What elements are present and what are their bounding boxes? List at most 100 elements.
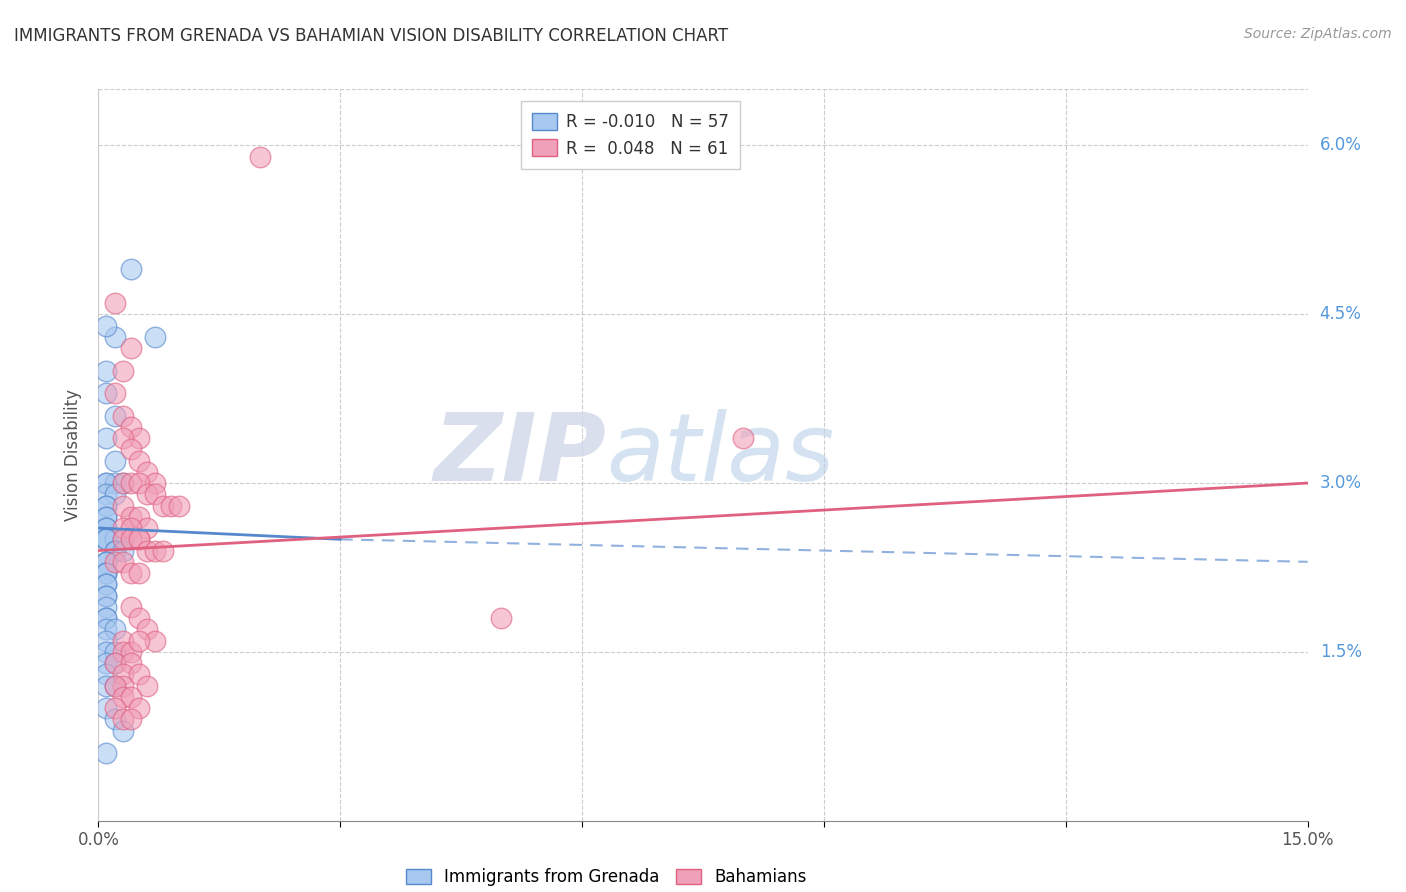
Point <box>120 521 142 535</box>
Point <box>111 645 134 659</box>
Point <box>111 543 134 558</box>
Point <box>167 499 190 513</box>
Point <box>111 690 134 704</box>
Point <box>135 679 157 693</box>
Point <box>120 599 142 614</box>
Point <box>120 442 142 457</box>
Point <box>111 363 134 377</box>
Point <box>96 533 118 547</box>
Point <box>103 330 125 344</box>
Point <box>135 487 157 501</box>
Point <box>103 453 125 467</box>
Point <box>120 341 142 355</box>
Point <box>96 533 118 547</box>
Point <box>96 533 118 547</box>
Point <box>120 262 142 277</box>
Point <box>103 487 125 501</box>
Point <box>128 533 150 547</box>
Point <box>96 521 118 535</box>
Point <box>111 555 134 569</box>
Point <box>111 723 134 738</box>
Point <box>111 476 134 491</box>
Point <box>143 476 166 491</box>
Point <box>152 543 174 558</box>
Point <box>96 623 118 637</box>
Point <box>96 509 118 524</box>
Point <box>111 499 134 513</box>
Text: 1.5%: 1.5% <box>1320 643 1361 661</box>
Point <box>96 589 118 603</box>
Point <box>96 589 118 603</box>
Point <box>96 318 118 333</box>
Point <box>128 611 150 625</box>
Point <box>111 409 134 423</box>
Point <box>111 533 134 547</box>
Point <box>96 701 118 715</box>
Point <box>96 633 118 648</box>
Point <box>103 679 125 693</box>
Point <box>160 499 183 513</box>
Point <box>96 476 118 491</box>
Point <box>103 656 125 670</box>
Point <box>128 453 150 467</box>
Point <box>103 656 125 670</box>
Point <box>111 476 134 491</box>
Point <box>111 667 134 681</box>
Point <box>96 555 118 569</box>
Point <box>135 543 157 558</box>
Point <box>103 712 125 726</box>
Y-axis label: Vision Disability: Vision Disability <box>65 389 83 521</box>
Point <box>135 465 157 479</box>
Point <box>135 521 157 535</box>
Point <box>96 499 118 513</box>
Point <box>143 543 166 558</box>
Point <box>128 533 150 547</box>
Point <box>103 476 125 491</box>
Point <box>111 633 134 648</box>
Point <box>120 419 142 434</box>
Point <box>96 521 118 535</box>
Point <box>96 611 118 625</box>
Point <box>491 611 513 625</box>
Point <box>733 431 755 445</box>
Point <box>120 476 142 491</box>
Point <box>103 409 125 423</box>
Point <box>96 667 118 681</box>
Point <box>135 623 157 637</box>
Point <box>120 656 142 670</box>
Point <box>128 566 150 580</box>
Text: Source: ZipAtlas.com: Source: ZipAtlas.com <box>1244 27 1392 41</box>
Point <box>120 712 142 726</box>
Point <box>103 296 125 310</box>
Point <box>111 521 134 535</box>
Point <box>96 577 118 591</box>
Text: 6.0%: 6.0% <box>1320 136 1361 154</box>
Point <box>96 487 118 501</box>
Point <box>103 623 125 637</box>
Point <box>103 701 125 715</box>
Point <box>128 431 150 445</box>
Point <box>96 566 118 580</box>
Point <box>143 330 166 344</box>
Point <box>128 667 150 681</box>
Point <box>96 509 118 524</box>
Point <box>96 679 118 693</box>
Point <box>96 533 118 547</box>
Point <box>111 533 134 547</box>
Point <box>152 499 174 513</box>
Point <box>96 599 118 614</box>
Point <box>96 656 118 670</box>
Point <box>103 543 125 558</box>
Text: 4.5%: 4.5% <box>1320 305 1361 323</box>
Point <box>103 533 125 547</box>
Point <box>96 499 118 513</box>
Point <box>103 679 125 693</box>
Point <box>128 509 150 524</box>
Point <box>103 386 125 401</box>
Point <box>120 690 142 704</box>
Point <box>111 712 134 726</box>
Point <box>143 633 166 648</box>
Text: ZIP: ZIP <box>433 409 606 501</box>
Point <box>96 645 118 659</box>
Point <box>96 566 118 580</box>
